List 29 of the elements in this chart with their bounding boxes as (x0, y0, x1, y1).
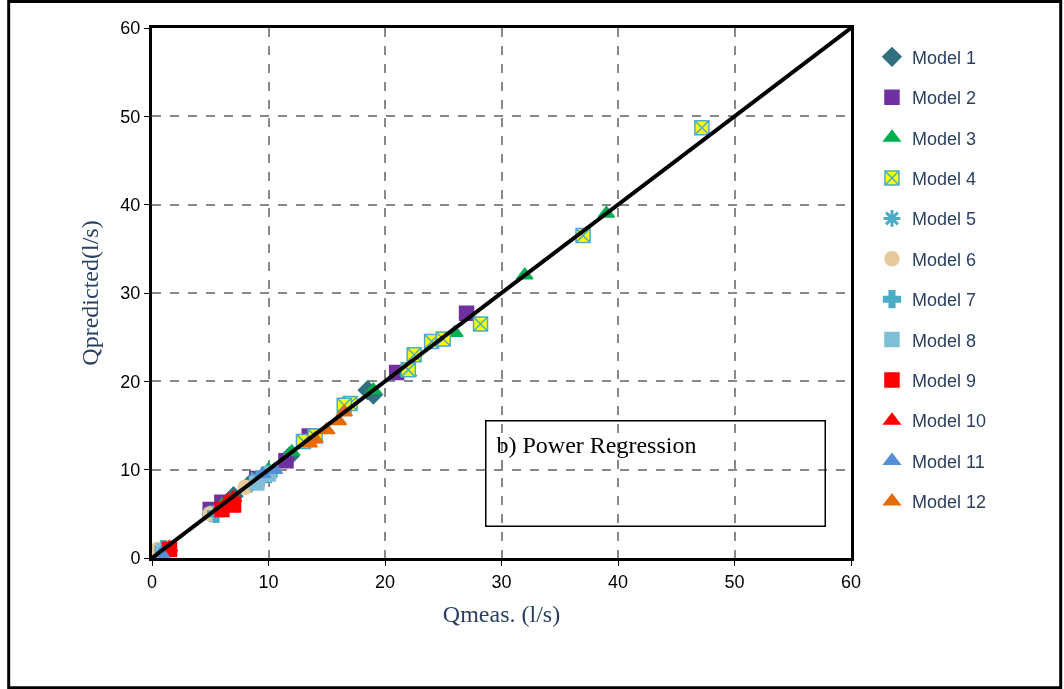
legend-label: Model 3 (911, 128, 977, 149)
x-tick-label: 10 (258, 571, 279, 592)
legend-label: Model 1 (911, 47, 977, 68)
legend-label: Model 10 (911, 411, 987, 432)
legend-label: Model 4 (911, 169, 977, 190)
y-tick-label: 20 (120, 371, 141, 392)
x-tick-label: 60 (840, 571, 862, 592)
x-tick-label: 20 (374, 571, 396, 592)
x-tick-label: 0 (146, 571, 158, 592)
legend-label: Model 9 (911, 371, 977, 392)
legend-label: Model 12 (911, 492, 987, 513)
y-axis-title: Qpredicted(l/s) (77, 220, 104, 366)
legend-label: Model 11 (911, 451, 985, 472)
legend-label: Model 2 (911, 88, 977, 109)
legend-label: Model 5 (911, 209, 977, 230)
x-axis-title: Qmeas. (l/s) (442, 600, 561, 627)
y-tick-label: 60 (120, 18, 141, 39)
legend-label: Model 7 (911, 290, 977, 311)
y-tick-label: 0 (130, 548, 141, 569)
y-tick-label: 40 (120, 194, 141, 215)
annotation: b) Power Regression (496, 431, 697, 458)
x-tick-label: 40 (607, 571, 629, 592)
y-tick-label: 10 (120, 459, 141, 480)
y-tick-label: 30 (120, 283, 141, 304)
y-tick-label: 50 (120, 106, 141, 127)
legend-label: Model 8 (911, 330, 977, 351)
legend-label: Model 6 (911, 249, 977, 270)
x-tick-label: 30 (491, 571, 512, 592)
x-tick-label: 50 (724, 571, 745, 592)
